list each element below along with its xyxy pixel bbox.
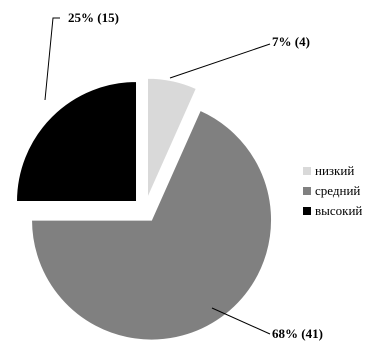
pie-slice-medium <box>31 109 273 341</box>
legend-swatch-medium <box>303 187 311 195</box>
legend-swatch-low <box>303 167 311 175</box>
legend-label-low: низкий <box>315 163 354 178</box>
leader-line-medium <box>211 307 271 335</box>
pie-slices <box>16 77 273 341</box>
data-labels: 7% (4) 68% (41) 25% (15) <box>68 10 323 341</box>
leader-lines <box>44 17 271 335</box>
legend-label-high: высокий <box>315 203 362 218</box>
leader-line-low <box>169 43 271 79</box>
pie-slice-low <box>146 77 197 199</box>
data-label-low: 7% (4) <box>272 34 310 49</box>
leader-line-high <box>44 17 60 101</box>
legend-label-medium: средний <box>315 183 360 198</box>
data-label-high: 25% (15) <box>68 10 119 25</box>
legend-swatch-high <box>303 207 311 215</box>
pie-slice-high <box>16 81 138 203</box>
legend: низкий средний высокий <box>303 163 362 218</box>
data-label-medium: 68% (41) <box>272 326 323 341</box>
